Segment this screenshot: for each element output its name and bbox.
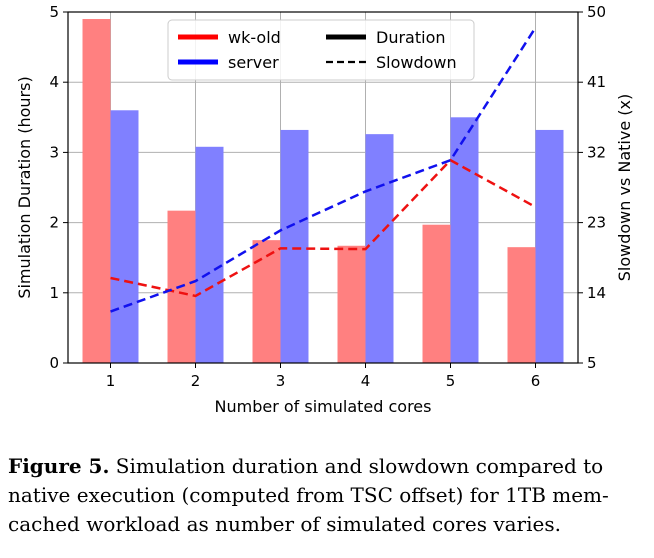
y-tick-label-left: 5 (49, 3, 59, 21)
y-tick-label-left: 3 (49, 143, 59, 161)
bar-server-2 (195, 146, 224, 363)
bar-server-6 (535, 129, 564, 363)
x-tick-label: 1 (106, 372, 116, 390)
bar-server-5 (450, 117, 479, 363)
bar-server-4 (365, 134, 394, 363)
bar-server-3 (280, 129, 309, 363)
figure-caption: Figure 5. Simulation duration and slowdo… (8, 452, 648, 539)
bar-wk-old-5 (422, 224, 451, 363)
bar-wk-old-4 (337, 245, 366, 363)
y-tick-label-left: 0 (49, 354, 59, 372)
plot-frame (67, 11, 579, 364)
bar-wk-old-6 (507, 247, 536, 363)
legend-label-slowdown: Slowdown (376, 53, 457, 72)
y-tick-label-left: 2 (49, 214, 59, 232)
bars-layer (82, 19, 564, 364)
bar-server-1 (110, 110, 139, 363)
y-axis-label-left: Simulation Duration (hours) (15, 76, 34, 298)
slowdown-lines-layer (110, 26, 537, 313)
legend-label-duration: Duration (376, 28, 446, 47)
bar-wk-old-1 (82, 19, 111, 364)
y-tick-label-right: 23 (587, 214, 606, 232)
legend-box (167, 19, 475, 81)
y-tick-label-left: 4 (49, 73, 59, 91)
y-tick-label-right: 41 (587, 73, 606, 91)
x-tick-label: 2 (191, 372, 201, 390)
y-tick-label-right: 32 (587, 143, 606, 161)
legend-label-wk-old: wk-old (228, 28, 281, 47)
y-tick-label-left: 1 (49, 284, 59, 302)
bar-wk-old-3 (252, 240, 281, 363)
legend-label-server: server (228, 53, 279, 72)
slowdown-line-wk-old (110, 158, 537, 298)
caption-label: Figure 5. (8, 454, 110, 478)
slowdown-line-server (110, 26, 537, 313)
caption-text: Simulation duration and slowdown compare… (8, 454, 609, 536)
x-tick-label: 3 (276, 372, 286, 390)
x-axis-label: Number of simulated cores (215, 397, 432, 416)
y-tick-label-right: 50 (587, 3, 606, 21)
x-tick-label: 5 (446, 372, 456, 390)
legend: wk-old Duration server Slowdown (167, 19, 475, 81)
y-axis-label-right: Slowdown vs Native (x) (615, 94, 634, 281)
x-tick-label: 4 (361, 372, 371, 390)
y-tick-label-right: 14 (587, 284, 606, 302)
y-tick-label-right: 5 (587, 354, 597, 372)
x-tick-label: 6 (531, 372, 541, 390)
